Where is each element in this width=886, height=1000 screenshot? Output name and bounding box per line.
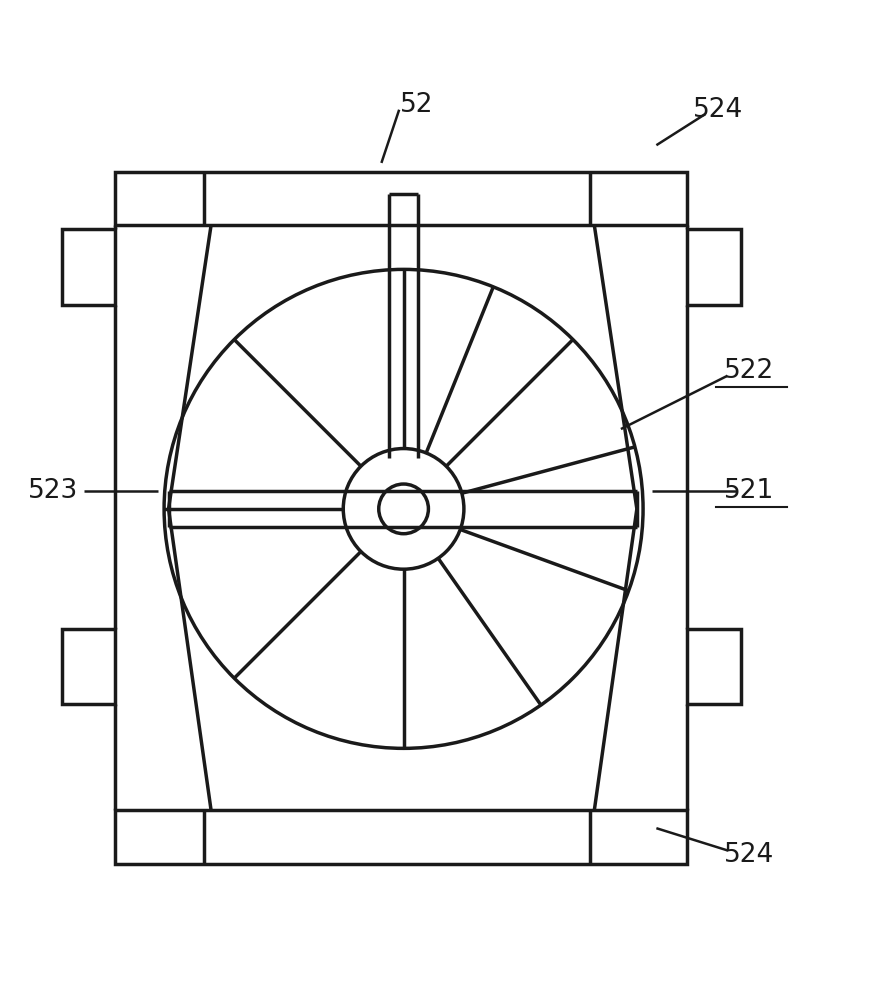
Text: 521: 521 (724, 478, 773, 504)
Bar (115, 810, 687, 864)
Bar (62, 229, 115, 305)
Bar (687, 629, 740, 704)
Text: 52: 52 (400, 92, 433, 118)
Text: 524: 524 (693, 97, 742, 123)
Text: 524: 524 (724, 842, 773, 868)
Text: 523: 523 (28, 478, 78, 504)
Bar (62, 629, 115, 704)
Text: 522: 522 (724, 358, 773, 384)
Bar (687, 229, 740, 305)
Bar (115, 172, 687, 225)
